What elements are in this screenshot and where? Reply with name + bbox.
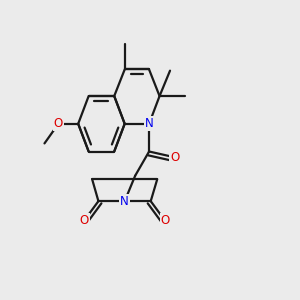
Text: O: O bbox=[54, 117, 63, 130]
Text: N: N bbox=[145, 117, 154, 130]
Text: O: O bbox=[170, 151, 179, 164]
Text: O: O bbox=[160, 214, 170, 227]
Text: N: N bbox=[120, 195, 129, 208]
Text: O: O bbox=[80, 214, 88, 227]
